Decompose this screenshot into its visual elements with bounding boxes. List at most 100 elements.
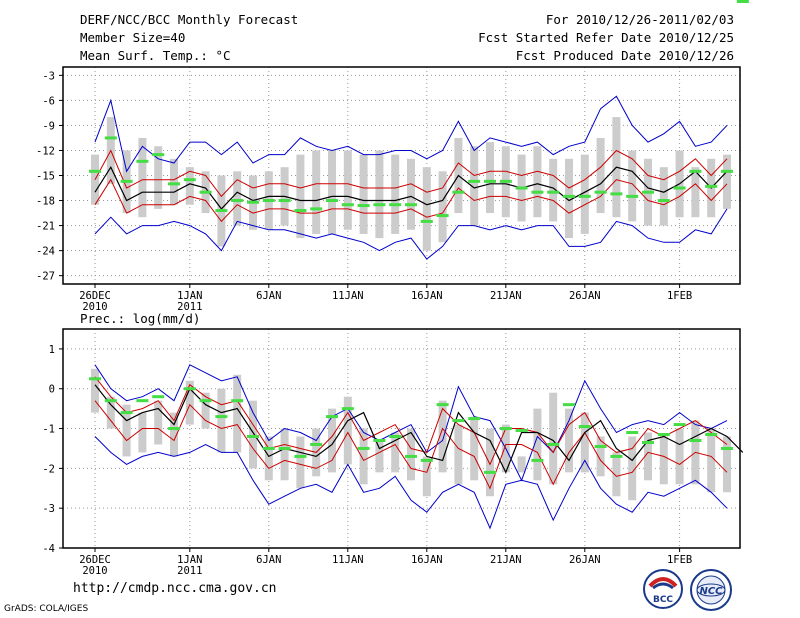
temp-ensemble-bar xyxy=(659,167,668,226)
prec-ensemble-bar xyxy=(233,374,242,453)
temp-obs-mark xyxy=(436,214,449,218)
prec-panel-title: Prec.: log(mm/d) xyxy=(80,311,201,326)
prec-ensemble-bar xyxy=(138,412,147,453)
temp-obs-mark xyxy=(405,203,417,207)
temp-ensemble-bar xyxy=(438,171,447,243)
temp-ensemble-bar xyxy=(596,137,605,214)
temp-obs-mark xyxy=(326,199,338,203)
temp-max-line xyxy=(94,95,728,173)
prec-obs-mark xyxy=(152,395,165,399)
prec-obs-mark xyxy=(689,438,702,442)
temp-xtick-label: 26JAN xyxy=(569,290,601,302)
temp-obs-mark xyxy=(594,190,607,194)
temp-ytick-label: -3 xyxy=(42,70,55,82)
bcc-logo-text: BCC xyxy=(653,595,673,605)
prec-obs-mark xyxy=(120,411,133,415)
temp-obs-mark xyxy=(215,209,228,213)
temp-ensemble-bar xyxy=(154,146,163,209)
prec-ensemble-bar xyxy=(580,412,589,473)
temp-obs-mark xyxy=(484,179,496,183)
prec-ensemble-bar xyxy=(375,440,384,473)
prec-ytick-label: -1 xyxy=(42,424,55,436)
prec-ensemble-bar xyxy=(280,428,289,481)
temp-xtick-label: 1FEB xyxy=(667,290,692,302)
prec-ensemble-bar xyxy=(596,436,605,477)
temp-obs-mark xyxy=(294,209,307,213)
prec-ensemble-bar xyxy=(170,412,178,457)
temp-ytick-label: -21 xyxy=(36,221,55,233)
prec-ytick-label: 0 xyxy=(49,384,55,396)
temp-obs-mark xyxy=(468,179,481,183)
temp-xtick-label: 21JAN xyxy=(490,290,522,302)
prec-obs-mark xyxy=(136,399,149,403)
temp-xtick-label: 2011 xyxy=(177,301,202,313)
temp-obs-mark xyxy=(689,169,702,173)
temp-ensemble-bar xyxy=(407,158,415,230)
temp-ytick-label: -24 xyxy=(36,246,55,258)
prec-ensemble-bar xyxy=(533,408,542,481)
temp-obs-mark xyxy=(136,159,149,163)
prec-ensemble-bar xyxy=(154,400,163,445)
temp-obs-mark xyxy=(547,190,560,194)
ncc-logo-text: NCC xyxy=(699,586,723,597)
prec-obs-mark xyxy=(310,442,323,446)
prec-ensemble-bar xyxy=(391,432,400,473)
prec-obs-mark xyxy=(89,377,101,381)
temp-obs-mark xyxy=(515,186,528,190)
temp-obs-mark xyxy=(452,190,465,194)
website-url[interactable]: http://cmdp.ncc.cma.gov.cn xyxy=(73,581,277,596)
prec-obs-mark xyxy=(673,423,686,427)
temp-obs-mark xyxy=(183,178,196,182)
prec-xtick-label: 21JAN xyxy=(490,554,522,566)
temp-obs-mark xyxy=(120,179,133,183)
prec-ensemble-bar xyxy=(106,396,115,429)
prec-ensemble-bar xyxy=(565,408,573,473)
temp-obs-mark xyxy=(104,136,117,140)
prec-ensemble-bar xyxy=(185,380,194,425)
prec-obs-mark xyxy=(183,387,196,391)
forecast-period: For 2010/12/26-2011/02/03 xyxy=(545,12,734,27)
prec-obs-mark xyxy=(484,470,496,474)
temp-min-line xyxy=(94,208,728,260)
temp-obs-mark xyxy=(420,219,433,223)
temp-obs-mark xyxy=(168,182,180,186)
temp-ensemble-bar xyxy=(375,150,384,239)
temp-ensemble-bar xyxy=(422,167,431,251)
prec-obs-mark xyxy=(736,0,749,3)
temp-ensemble-bar xyxy=(533,146,542,218)
prec-ensemble-bar xyxy=(470,416,479,481)
prec-obs-mark xyxy=(357,446,370,450)
prec-ensemble-bar xyxy=(359,428,368,485)
prec-ensemble-bar xyxy=(659,436,668,485)
prec-ensemble-bar xyxy=(343,396,352,465)
prec-ensemble-bar xyxy=(296,436,305,489)
prec-obs-mark xyxy=(452,419,465,423)
temp-obs-mark xyxy=(247,200,259,204)
prec-obs-mark xyxy=(563,403,575,407)
prec-obs-mark xyxy=(594,444,607,448)
prec-obs-mark xyxy=(468,417,481,421)
prec-ensemble-bar xyxy=(422,456,431,497)
prec-obs-mark xyxy=(642,440,654,444)
prec-upper-line xyxy=(94,376,728,466)
prec-ensemble-bar xyxy=(264,436,273,481)
temp-obs-mark xyxy=(199,190,212,194)
temp-ensemble-bar xyxy=(343,150,352,230)
prec-obs-mark xyxy=(294,454,307,458)
prec-panel-frame xyxy=(62,328,741,549)
temp-ensemble-bar xyxy=(470,146,479,226)
temp-xtick-label: 16JAN xyxy=(411,290,443,302)
temp-obs-mark xyxy=(673,186,686,190)
prec-obs-mark xyxy=(657,433,670,437)
temp-ensemble-bar xyxy=(296,154,305,239)
prec-obs-mark xyxy=(215,415,228,419)
temp-obs-mark xyxy=(499,179,512,183)
prec-obs-mark xyxy=(104,399,117,403)
produced-date: Fcst Produced Date 2010/12/26 xyxy=(515,48,734,63)
temp-ensemble-bar xyxy=(391,154,400,234)
temp-obs-mark xyxy=(389,203,402,207)
prec-ensemble-bar xyxy=(249,400,257,469)
prec-xtick-label: 16JAN xyxy=(411,554,443,566)
temp-ensemble-bar xyxy=(312,150,321,234)
